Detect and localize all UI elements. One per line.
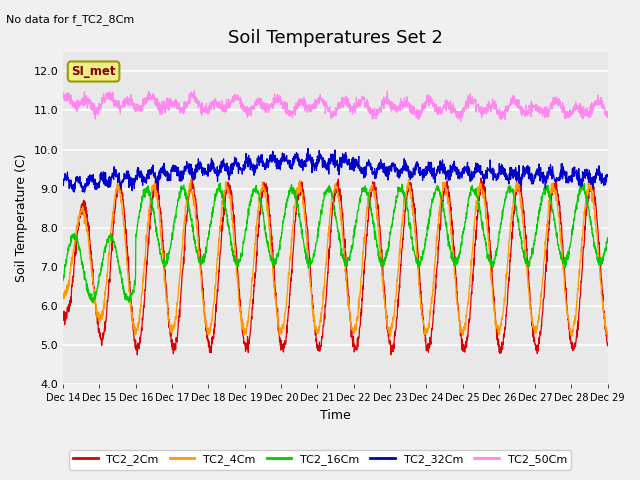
TC2_32Cm — [494, 176, 502, 181]
TC2_2Cm — [134, 352, 141, 358]
TC2_32Cm — [70, 189, 78, 195]
TC2_50Cm — [364, 102, 371, 108]
TC2_50Cm — [494, 107, 502, 113]
TC2_16Cm — [364, 192, 371, 198]
TC2_4Cm — [556, 228, 564, 234]
Y-axis label: Soil Temperature (C): Soil Temperature (C) — [15, 154, 28, 282]
TC2_16Cm — [216, 180, 224, 186]
TC2_4Cm — [604, 329, 612, 335]
TC2_32Cm — [351, 160, 359, 166]
Text: No data for f_TC2_8Cm: No data for f_TC2_8Cm — [6, 14, 134, 25]
TC2_32Cm — [304, 145, 312, 151]
TC2_50Cm — [60, 94, 67, 100]
TC2_32Cm — [556, 171, 564, 177]
Line: TC2_2Cm: TC2_2Cm — [63, 178, 608, 355]
TC2_16Cm — [494, 240, 502, 246]
TC2_32Cm — [211, 166, 219, 172]
TC2_16Cm — [351, 225, 359, 230]
TC2_4Cm — [571, 313, 579, 319]
TC2_32Cm — [572, 170, 579, 176]
Line: TC2_16Cm: TC2_16Cm — [63, 183, 608, 303]
Title: Soil Temperatures Set 2: Soil Temperatures Set 2 — [228, 29, 443, 48]
Line: TC2_32Cm: TC2_32Cm — [63, 148, 608, 192]
Line: TC2_4Cm: TC2_4Cm — [63, 180, 608, 337]
TC2_4Cm — [211, 283, 219, 289]
TC2_2Cm — [477, 175, 485, 181]
TC2_50Cm — [572, 105, 579, 110]
Line: TC2_50Cm: TC2_50Cm — [63, 90, 608, 122]
TC2_4Cm — [351, 322, 359, 328]
Legend: TC2_2Cm, TC2_4Cm, TC2_16Cm, TC2_32Cm, TC2_50Cm: TC2_2Cm, TC2_4Cm, TC2_16Cm, TC2_32Cm, TC… — [68, 450, 572, 469]
X-axis label: Time: Time — [320, 409, 351, 422]
TC2_4Cm — [604, 335, 611, 340]
TC2_4Cm — [494, 323, 502, 328]
TC2_50Cm — [604, 111, 612, 117]
TC2_50Cm — [211, 99, 219, 105]
TC2_4Cm — [363, 208, 371, 214]
TC2_16Cm — [60, 277, 67, 283]
TC2_16Cm — [556, 251, 564, 257]
TC2_16Cm — [572, 207, 579, 213]
TC2_50Cm — [351, 106, 359, 112]
TC2_16Cm — [604, 240, 612, 245]
TC2_50Cm — [191, 87, 198, 93]
TC2_2Cm — [211, 318, 219, 324]
Text: SI_met: SI_met — [71, 65, 116, 78]
TC2_16Cm — [211, 191, 219, 197]
TC2_32Cm — [364, 162, 371, 168]
TC2_2Cm — [60, 314, 67, 320]
TC2_2Cm — [364, 232, 371, 238]
TC2_50Cm — [457, 119, 465, 125]
TC2_2Cm — [604, 340, 612, 346]
TC2_50Cm — [556, 98, 564, 104]
TC2_2Cm — [494, 340, 502, 346]
TC2_2Cm — [572, 340, 579, 346]
TC2_2Cm — [351, 347, 359, 352]
TC2_16Cm — [89, 300, 97, 306]
TC2_2Cm — [556, 215, 564, 221]
TC2_4Cm — [60, 296, 67, 302]
TC2_32Cm — [60, 180, 67, 186]
TC2_32Cm — [604, 172, 612, 178]
TC2_4Cm — [404, 177, 412, 182]
